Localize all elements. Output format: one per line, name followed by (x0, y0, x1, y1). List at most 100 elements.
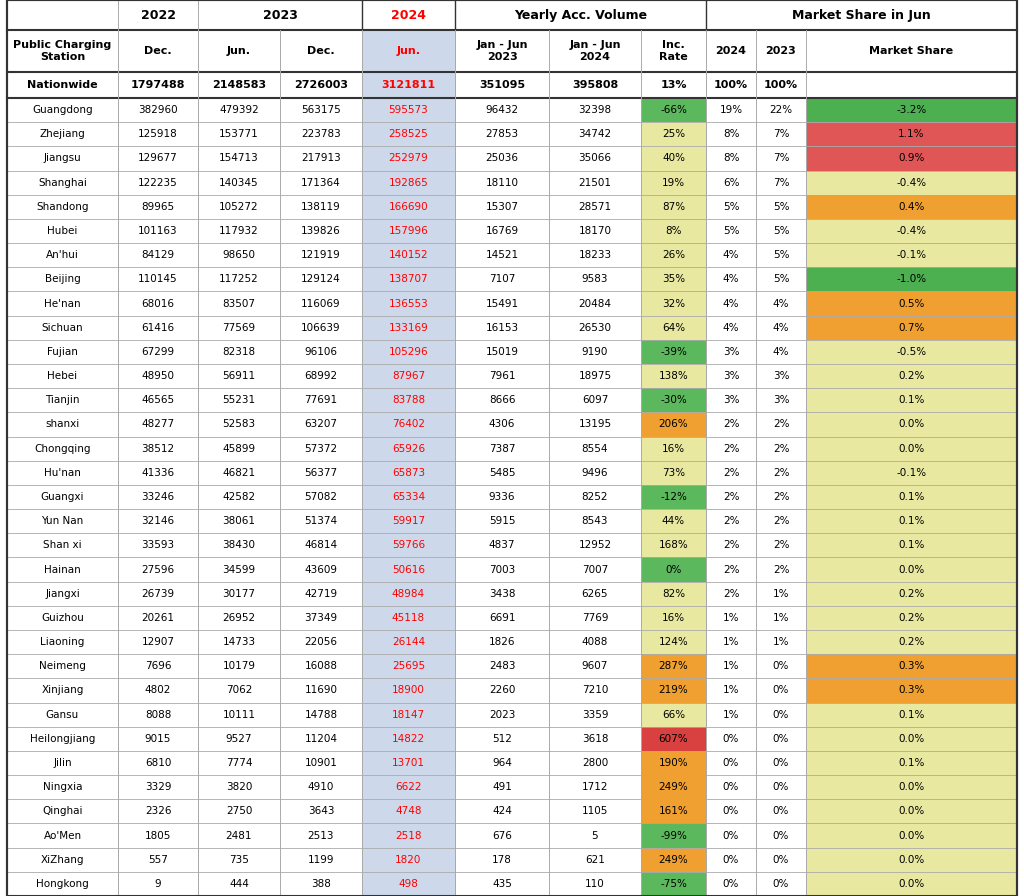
Text: 18147: 18147 (392, 710, 425, 719)
Text: 35%: 35% (662, 274, 685, 284)
Text: 0.2%: 0.2% (898, 589, 925, 599)
Bar (280, 678, 362, 702)
Text: Nationwide: Nationwide (28, 80, 98, 90)
Bar (455, 727, 549, 751)
Text: 116069: 116069 (301, 298, 341, 308)
Bar (641, 702, 706, 727)
Bar (806, 98, 1017, 122)
Bar (280, 751, 362, 775)
Bar (362, 702, 455, 727)
Bar (706, 194, 756, 219)
Bar (455, 461, 549, 485)
Text: 25%: 25% (662, 129, 685, 139)
Text: 9015: 9015 (144, 734, 171, 744)
Text: 0.7%: 0.7% (898, 323, 925, 332)
Bar (362, 243, 455, 267)
Text: 2%: 2% (723, 564, 739, 574)
Text: -0.1%: -0.1% (896, 250, 927, 260)
Text: 287%: 287% (658, 661, 688, 671)
Text: 12952: 12952 (579, 540, 611, 550)
Bar (362, 557, 455, 582)
Text: 51374: 51374 (304, 516, 338, 526)
Text: 252979: 252979 (389, 153, 428, 163)
Bar (455, 606, 549, 630)
Text: 129124: 129124 (301, 274, 341, 284)
Bar (756, 412, 806, 436)
Bar (362, 823, 455, 848)
Text: 2%: 2% (773, 419, 790, 429)
Bar (280, 799, 362, 823)
Bar (706, 654, 756, 678)
Bar (118, 315, 198, 340)
Bar (362, 485, 455, 509)
Bar (806, 461, 1017, 485)
Bar (549, 557, 641, 582)
Text: 18170: 18170 (579, 226, 611, 236)
Text: 7107: 7107 (488, 274, 515, 284)
Bar (549, 848, 641, 872)
Bar (549, 98, 641, 122)
Text: 12907: 12907 (141, 637, 174, 647)
Bar (549, 533, 641, 557)
Text: XiZhang: XiZhang (41, 855, 84, 865)
Bar (455, 243, 549, 267)
Text: 10901: 10901 (304, 758, 338, 768)
Text: 87%: 87% (662, 202, 685, 211)
Text: 7%: 7% (773, 153, 790, 163)
Bar (806, 872, 1017, 896)
Bar (756, 823, 806, 848)
Text: 0%: 0% (773, 806, 790, 816)
Text: 82318: 82318 (222, 347, 256, 357)
Text: 56911: 56911 (222, 371, 256, 381)
Bar (7, 751, 118, 775)
Text: 41336: 41336 (141, 468, 174, 478)
Bar (362, 751, 455, 775)
Bar (7, 315, 118, 340)
Bar (806, 606, 1017, 630)
Text: 67299: 67299 (141, 347, 174, 357)
Text: 1826: 1826 (488, 637, 515, 647)
Bar (7, 630, 118, 654)
Bar (706, 823, 756, 848)
Text: 5%: 5% (773, 250, 790, 260)
Text: 16088: 16088 (304, 661, 338, 671)
Text: 9: 9 (155, 879, 162, 889)
Bar (706, 751, 756, 775)
Text: 7007: 7007 (582, 564, 608, 574)
Text: 0%: 0% (723, 855, 739, 865)
Text: 2023: 2023 (488, 710, 515, 719)
Text: 444: 444 (229, 879, 249, 889)
Bar (756, 388, 806, 412)
Text: 110: 110 (585, 879, 605, 889)
Text: Guizhou: Guizhou (41, 613, 84, 623)
Text: 2024: 2024 (716, 46, 746, 56)
Bar (549, 461, 641, 485)
Bar (706, 678, 756, 702)
Bar (549, 751, 641, 775)
Text: 100%: 100% (714, 80, 749, 90)
Bar (118, 630, 198, 654)
Text: 557: 557 (148, 855, 168, 865)
Bar (198, 582, 280, 606)
Text: 4837: 4837 (488, 540, 515, 550)
Bar (706, 364, 756, 388)
Bar (118, 364, 198, 388)
Text: 121919: 121919 (301, 250, 341, 260)
Bar (549, 775, 641, 799)
Text: 2750: 2750 (226, 806, 252, 816)
Text: 2022: 2022 (140, 8, 175, 22)
Text: 161%: 161% (658, 806, 688, 816)
Bar (455, 436, 549, 461)
Bar (455, 194, 549, 219)
Bar (549, 606, 641, 630)
Bar (641, 485, 706, 509)
Text: 19%: 19% (720, 105, 742, 115)
Bar (7, 775, 118, 799)
Text: 83788: 83788 (392, 395, 425, 405)
Bar (641, 823, 706, 848)
Text: 1%: 1% (773, 637, 790, 647)
Text: 0%: 0% (723, 879, 739, 889)
Bar (7, 582, 118, 606)
Bar (641, 848, 706, 872)
Bar (280, 146, 362, 170)
